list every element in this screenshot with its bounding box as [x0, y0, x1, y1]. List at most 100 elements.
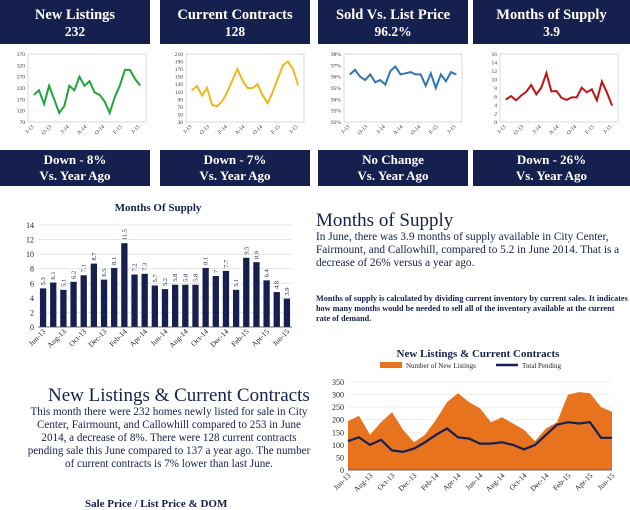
y-tick-label: 170 — [17, 97, 26, 103]
y-tick-label: 30 — [178, 120, 184, 126]
bar — [202, 267, 209, 327]
y-tick-label: 70 — [20, 120, 26, 126]
x-tick-label: F-14 — [217, 124, 229, 136]
bar-value-label: 7.3 — [142, 263, 149, 271]
x-tick-label: Dec-14 — [208, 327, 230, 349]
bar — [141, 273, 148, 327]
data-point — [33, 94, 35, 96]
y-tick-label: 120 — [17, 109, 26, 115]
x-tick-label: J-13 — [496, 124, 507, 135]
data-point — [520, 95, 522, 97]
bar-value-label: 8.9 — [253, 251, 260, 259]
x-tick-label: O-14 — [94, 124, 106, 136]
x-tick-label: Feb-15 — [551, 471, 573, 493]
data-point — [354, 69, 356, 71]
x-tick-label: O-13 — [357, 124, 369, 136]
x-tick-label: J-13 — [182, 124, 193, 135]
y-tick-label: 220 — [17, 86, 26, 92]
chart-title: Months Of Supply — [115, 202, 202, 214]
header-value: 3.9 — [543, 24, 560, 39]
y-tick-label: 100 — [332, 441, 344, 450]
header-current-contracts: Current Contracts 128 — [160, 0, 310, 44]
y-tick-label: 150 — [175, 75, 184, 81]
bar — [263, 280, 270, 327]
data-point — [262, 94, 264, 97]
y-tick-label: 14 — [26, 221, 34, 230]
y-tick-label: 10 — [26, 250, 34, 259]
data-point — [267, 102, 269, 104]
bar — [121, 243, 128, 327]
data-point — [399, 73, 402, 75]
x-tick-label: O-13 — [41, 124, 53, 136]
data-point — [272, 91, 274, 93]
bar — [172, 284, 179, 327]
bar — [111, 267, 118, 327]
header-months-supply: Months of Supply 3.9 — [473, 0, 630, 44]
data-point — [246, 87, 249, 89]
data-point — [88, 80, 91, 82]
data-point — [124, 69, 126, 71]
y-tick-label: 92% — [331, 120, 342, 126]
plot-area — [185, 53, 305, 123]
bar-value-label: 8.1 — [203, 257, 210, 265]
footer-change: Down - 26% — [516, 152, 587, 167]
data-point — [435, 87, 437, 89]
data-point — [48, 85, 50, 87]
data-point — [134, 78, 136, 80]
bar — [80, 275, 87, 327]
data-point — [43, 103, 45, 105]
x-tick-label: A-14 — [234, 124, 246, 136]
y-tick-label: 90 — [178, 97, 184, 103]
plot-area — [27, 53, 147, 123]
data-point — [78, 76, 81, 78]
x-tick-label: Aug-13 — [45, 327, 68, 350]
bar — [50, 282, 57, 327]
bar — [151, 285, 158, 327]
months-of-supply-bar-chart: Months Of Supply024681012145.36.15.16.27… — [26, 202, 292, 350]
bar-value-label: 8.1 — [111, 257, 118, 265]
legend-label: Total Pending — [522, 362, 561, 370]
y-tick-label: 6 — [494, 95, 497, 101]
data-point — [104, 101, 106, 103]
series-line — [191, 60, 299, 108]
bar-value-label: 3.9 — [284, 287, 291, 295]
data-point — [505, 98, 507, 101]
y-tick-label: 190 — [175, 60, 184, 66]
data-point — [359, 76, 361, 78]
plot-area — [499, 53, 619, 123]
legend-swatch-listings — [380, 362, 402, 368]
data-point — [606, 92, 608, 94]
data-point — [221, 100, 223, 102]
x-tick-label: Feb-14 — [107, 327, 129, 349]
x-tick-label: O-14 — [566, 124, 578, 136]
bar-value-label: 5.3 — [40, 277, 47, 285]
y-tick-label: 2 — [30, 308, 34, 317]
y-tick-label: 70 — [178, 105, 184, 111]
data-point — [241, 79, 244, 82]
x-tick-label: J-15 — [602, 124, 613, 135]
y-tick-label: 2 — [494, 112, 497, 118]
data-point — [415, 73, 417, 75]
bar-value-label: 11.5 — [121, 229, 128, 240]
mini-chart-new-listings: 70 120 170 220 270 320 370 J-13 O-13 J-14 A-14 O-14… — [17, 52, 147, 136]
data-point — [545, 72, 547, 74]
y-tick-label: 50 — [178, 112, 184, 118]
x-tick-label: Oct-13 — [67, 327, 88, 348]
bar-value-label: 5.8 — [192, 274, 199, 282]
y-tick-label: 110 — [175, 90, 183, 96]
header-sold-vs-list: Sold Vs. List Price 96.2% — [318, 0, 468, 44]
x-tick-label: Jun-14 — [149, 327, 170, 348]
bar — [212, 276, 219, 327]
sale-price-heading-cut: Sale Price / List Price & DOM — [85, 498, 228, 510]
data-point — [58, 112, 60, 114]
data-point — [384, 84, 386, 86]
bar — [283, 298, 291, 327]
y-tick-label: 93% — [331, 109, 342, 115]
legend-label: Number of New Listings — [406, 362, 476, 370]
y-tick-label: 0 — [340, 466, 344, 475]
data-point — [364, 79, 366, 81]
data-point — [226, 91, 228, 93]
footer-current-contracts: Down - 7% Vs. Year Ago — [160, 150, 310, 186]
x-tick-label: F-15 — [584, 124, 596, 136]
months-supply-title: Months of Supply — [316, 210, 454, 231]
